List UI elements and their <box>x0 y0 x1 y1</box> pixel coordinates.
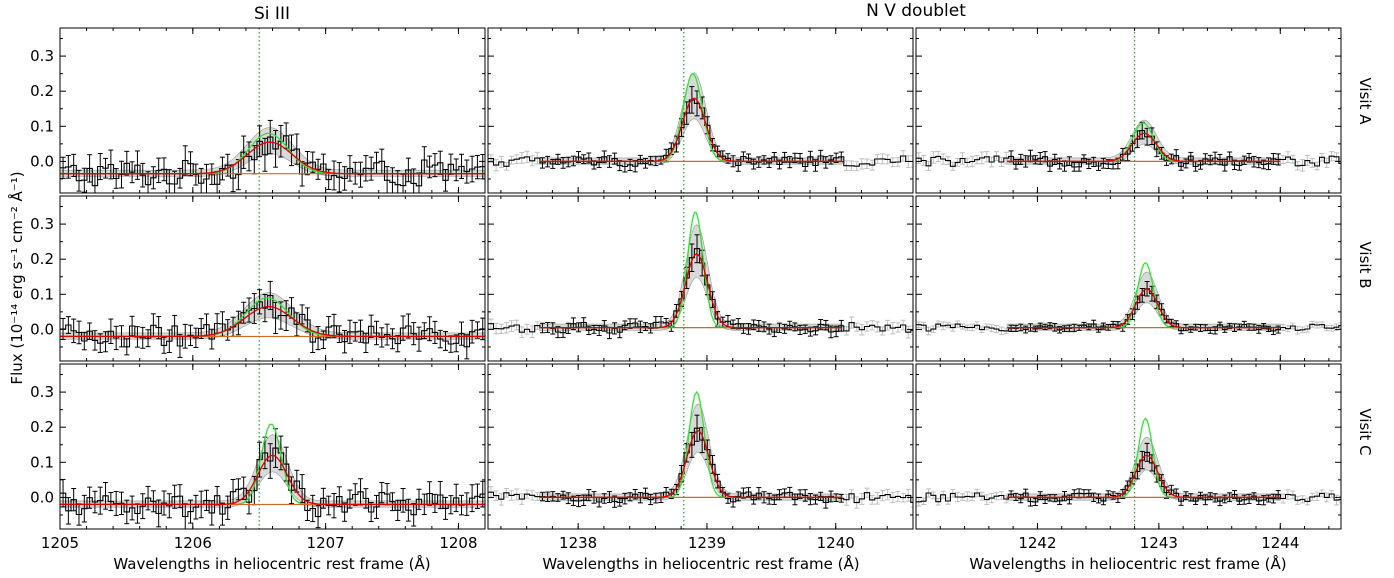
uncertainty-band <box>60 127 485 177</box>
x-axis-label-col-2: Wavelengths in heliocentric rest frame (… <box>542 554 859 573</box>
x-tick-label: 1206 <box>174 534 212 552</box>
y-tick-label: 0.3 <box>30 383 54 401</box>
observed-spectrum <box>488 99 913 168</box>
title-si-iii: Si III <box>254 4 290 24</box>
x-tick-label: 1205 <box>41 534 79 552</box>
y-tick-label: 0.3 <box>30 215 54 233</box>
model-profile <box>1007 288 1281 329</box>
panel-3-1: 0.0 0.1 0.2 0.3 1205 1206 1207 1208 <box>30 363 486 552</box>
panel-frame <box>915 27 1342 194</box>
x-tick-label: 1207 <box>307 534 345 552</box>
y-tick-label: 0.1 <box>30 453 54 471</box>
panel-3-3: 1242 1243 1244 <box>915 363 1342 552</box>
x-tick-label: 1208 <box>439 534 477 552</box>
error-bar <box>1338 322 1341 329</box>
observed-spectrum <box>916 451 1341 503</box>
panel-frame <box>487 27 914 194</box>
uncertainty-band <box>60 434 485 508</box>
x-tick-label: 1244 <box>1261 534 1299 552</box>
plot-area <box>488 364 913 529</box>
y-tick-label: 0.0 <box>30 152 54 170</box>
model-profile <box>1007 132 1281 163</box>
y-tick-label: 0.3 <box>30 47 54 65</box>
x-tick-label: 1238 <box>559 534 597 552</box>
model-profile <box>539 97 843 163</box>
x-axis-label-col-1: Wavelengths in heliocentric rest frame (… <box>113 554 430 573</box>
y-axis-label: Flux (10⁻¹⁴ erg s⁻¹ cm⁻² Å⁻¹) <box>7 171 26 384</box>
y-tick-label: 0.1 <box>30 117 54 135</box>
uncertainty-band <box>1006 119 1281 165</box>
observed-spectrum <box>916 288 1341 332</box>
panel-3-2: 1238 1239 1240 <box>487 363 914 552</box>
observed-spectrum <box>60 294 485 348</box>
row-label-visit-a: Visit A <box>1356 78 1374 126</box>
y-tick-label: 0.0 <box>30 488 54 506</box>
error-bar <box>910 325 913 335</box>
plot-area <box>916 196 1341 361</box>
y-tick-label: 0.1 <box>30 285 54 303</box>
uncertainty-band <box>539 403 843 501</box>
model-profile <box>1007 454 1281 499</box>
row-label-visit-c: Visit C <box>1356 408 1374 455</box>
panel-2-2 <box>487 195 914 362</box>
y-tick-label: 0.2 <box>30 250 54 268</box>
plot-area <box>60 196 485 361</box>
panel-frame <box>915 195 1342 362</box>
uncertainty-band <box>539 224 843 331</box>
observed-spectrum <box>60 447 485 518</box>
panel-2-1: 0.0 0.1 0.2 0.3 <box>30 195 486 362</box>
panel-frame <box>487 363 914 530</box>
plot-area <box>916 28 1341 193</box>
y-tick-label: 0.2 <box>30 82 54 100</box>
x-tick-label: 1243 <box>1140 534 1178 552</box>
model-profile <box>60 305 485 338</box>
error-bar <box>1338 495 1341 504</box>
model-profile <box>60 454 485 506</box>
observed-spectrum <box>60 135 485 187</box>
title-nv-doublet: N V doublet <box>866 1 966 21</box>
plot-area <box>916 364 1341 529</box>
panel-1-3 <box>915 27 1342 194</box>
panel-frame <box>487 195 914 362</box>
row-label-visit-b: Visit B <box>1356 241 1374 288</box>
model-profile <box>60 141 485 175</box>
panel-1-1: 0.0 0.1 0.2 0.3 <box>30 27 486 194</box>
panel-grid: 0.0 0.1 0.2 0.3 0.0 0.1 0.2 0.3 0.0 0.1 0.2 0.3 1205… <box>30 27 1342 552</box>
x-tick-label: 1240 <box>817 534 855 552</box>
plot-area <box>60 364 485 529</box>
x-tick-label: 1242 <box>1018 534 1056 552</box>
y-tick-label: 0.0 <box>30 320 54 338</box>
x-axis-label-col-3: Wavelengths in heliocentric rest frame (… <box>969 554 1286 573</box>
panel-frame <box>915 363 1342 530</box>
y-tick-label: 0.2 <box>30 418 54 436</box>
model-profile <box>539 253 843 329</box>
plot-area <box>60 28 485 193</box>
error-bar <box>910 155 913 168</box>
x-tick-label: 1239 <box>688 534 726 552</box>
uncertainty-band <box>1006 271 1281 331</box>
plot-area <box>488 28 913 193</box>
plot-area <box>488 196 913 361</box>
observed-spectrum <box>916 130 1341 168</box>
model-profile <box>539 430 843 499</box>
error-bar <box>1338 158 1341 169</box>
panel-1-2 <box>487 27 914 194</box>
panel-2-3 <box>915 195 1342 362</box>
